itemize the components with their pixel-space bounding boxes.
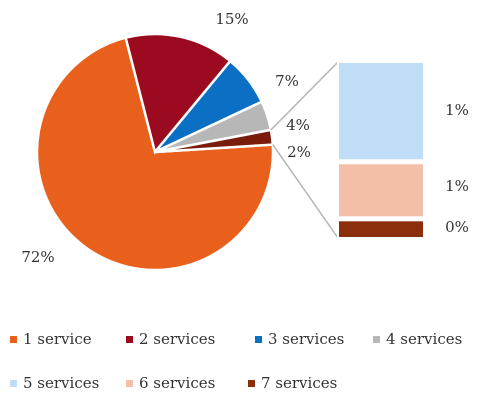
legend-item-4-services: 4 services [373, 330, 462, 348]
legend-item-2-services: 2 services [126, 330, 215, 348]
data-label-7-services: 0% [445, 218, 469, 236]
legend-label: 3 services [268, 330, 344, 348]
legend-item-5-services: 5 services [10, 374, 99, 392]
connector-lines [270, 61, 339, 239]
legend-label: 4 services [386, 330, 462, 348]
legend-swatch [126, 380, 133, 387]
legend-item-7-services: 7 services [248, 374, 337, 392]
data-labels: 72% 15% 7% 4% 2% 1% 1% 0% [21, 10, 469, 266]
data-label-2-services: 15% [215, 10, 248, 28]
bar-segment-5-services [337, 61, 425, 162]
legend-item-3-services: 3 services [255, 330, 344, 348]
bar-segment-6-services [337, 162, 425, 219]
connector-line-bottom [272, 144, 339, 239]
legend-swatch [255, 336, 262, 343]
pie-slice-2-services [124, 32, 232, 155]
legend-swatch [10, 380, 17, 387]
legend-swatch [248, 380, 255, 387]
connector-line-top [270, 61, 339, 131]
legend-swatch [10, 336, 17, 343]
legend-label: 1 service [23, 330, 92, 348]
data-label-6-services: 1% [445, 177, 469, 195]
legend-label: 2 services [139, 330, 215, 348]
legend-item-6-services: 6 services [126, 374, 215, 392]
data-label-3-services: 7% [275, 72, 299, 90]
breakout-bar [337, 61, 425, 239]
legend: 1 service 2 services 3 services 4 services 5… [10, 330, 462, 392]
legend-item-1-service: 1 service [10, 330, 92, 348]
data-label-5-services: 1% [445, 101, 469, 119]
bar-segment-7-services [337, 219, 425, 239]
legend-label: 6 services [139, 374, 215, 392]
legend-swatch [126, 336, 133, 343]
data-label-4-services: 4% [286, 116, 310, 134]
legend-label: 7 services [261, 374, 337, 392]
pie-slice-other [154, 128, 275, 154]
legend-label: 5 services [23, 374, 99, 392]
pie [35, 32, 275, 272]
data-label-other: 2% [287, 143, 311, 161]
data-label-1-service: 72% [21, 248, 54, 266]
legend-swatch [373, 336, 380, 343]
